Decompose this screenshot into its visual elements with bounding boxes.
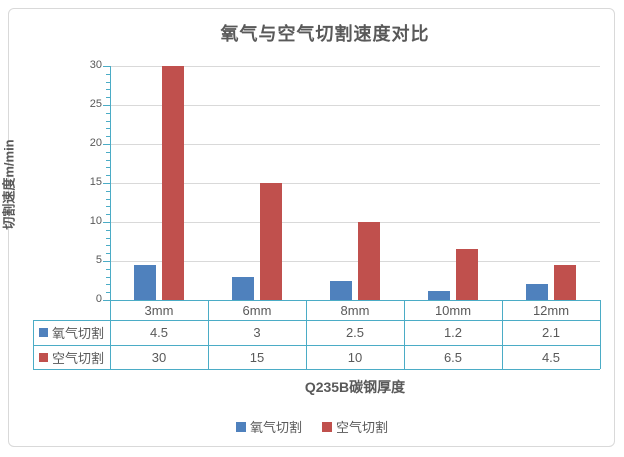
table-category-cell: 6mm — [242, 302, 272, 318]
table-v-line — [208, 300, 209, 369]
y-major-tick — [103, 144, 110, 145]
table-value-cell: 1.2 — [443, 325, 463, 340]
y-minor-tick — [106, 276, 110, 278]
plot-area — [110, 66, 600, 300]
bar-空气切割-8mm — [358, 222, 380, 300]
table-v-line — [33, 320, 34, 369]
table-v-line — [600, 300, 601, 369]
y-minor-tick — [106, 89, 110, 91]
table-category-cell: 12mm — [532, 302, 570, 318]
y-minor-tick — [106, 245, 110, 247]
y-minor-tick — [106, 128, 110, 130]
table-value-cell: 6.5 — [443, 349, 463, 365]
table-value-cell: 2.1 — [541, 325, 561, 340]
y-major-tick — [103, 261, 110, 262]
gridline — [110, 105, 600, 106]
bar-空气切割-10mm — [456, 249, 478, 300]
y-minor-tick — [106, 151, 110, 153]
y-major-tick — [103, 66, 110, 67]
y-major-tick — [103, 300, 110, 301]
table-value-cell: 4.5 — [541, 349, 561, 365]
y-tick-label: 25 — [89, 98, 102, 110]
table-value-cell: 3 — [253, 325, 261, 340]
y-major-tick — [103, 183, 110, 184]
y-minor-tick — [106, 237, 110, 239]
y-minor-tick — [106, 268, 110, 270]
legend-swatch — [322, 421, 332, 432]
table-h-line — [33, 345, 600, 346]
table-v-line — [306, 300, 307, 369]
series-swatch — [38, 352, 48, 362]
y-minor-tick — [106, 73, 110, 75]
table-v-line — [502, 300, 503, 369]
y-minor-tick — [106, 120, 110, 122]
legend: 氧气切割 空气切割 — [0, 417, 624, 436]
table-series-label: 空气切割 — [33, 345, 110, 369]
chart-title: 氧气与空气切割速度对比 — [220, 24, 430, 44]
table-value-cell: 15 — [249, 349, 265, 365]
y-minor-tick — [106, 190, 110, 192]
gridline — [110, 66, 600, 67]
y-minor-tick — [106, 175, 110, 177]
table-category-cell: 3mm — [144, 302, 174, 318]
y-minor-tick — [106, 81, 110, 83]
table-category-cell: 10mm — [434, 302, 472, 318]
table-category-cell: 8mm — [340, 302, 370, 318]
y-tick-label: 10 — [89, 215, 102, 227]
series-swatch — [38, 328, 48, 337]
y-major-tick — [103, 222, 110, 223]
y-minor-tick — [106, 292, 110, 294]
table-value-cell: 30 — [151, 349, 167, 365]
legend-item: 氧气切割 — [235, 417, 302, 436]
y-minor-tick — [106, 167, 110, 169]
y-minor-tick — [106, 206, 110, 208]
y-minor-tick — [106, 97, 110, 99]
bar-空气切割-6mm — [260, 183, 282, 300]
y-tick-label: 0 — [95, 293, 102, 305]
y-minor-tick — [106, 284, 110, 286]
y-tick-label: 30 — [89, 59, 102, 71]
bar-氧气切割-8mm — [330, 280, 352, 300]
y-minor-tick — [106, 214, 110, 216]
series-name: 氧气切割 — [51, 326, 104, 341]
series-name: 空气切割 — [51, 350, 104, 366]
table-h-line — [33, 369, 600, 370]
y-tick-label: 5 — [95, 254, 102, 266]
y-minor-tick — [106, 159, 110, 161]
table-v-line — [404, 300, 405, 369]
table-value-cell: 2.5 — [345, 325, 365, 340]
y-tick-label: 20 — [89, 137, 102, 149]
y-minor-tick — [106, 112, 110, 114]
table-value-cell: 4.5 — [149, 325, 169, 340]
x-axis-title: Q235B碳钢厚度 — [304, 379, 406, 395]
x-axis-line — [110, 300, 600, 301]
gridline — [110, 261, 600, 262]
bar-空气切割-3mm — [162, 66, 184, 300]
gridline — [110, 183, 600, 184]
y-tick-label: 15 — [89, 176, 102, 188]
table-h-line — [33, 320, 600, 321]
chart-frame — [8, 8, 615, 447]
bar-空气切割-12mm — [554, 264, 576, 300]
y-minor-tick — [106, 136, 110, 138]
bar-氧气切割-3mm — [134, 264, 156, 300]
y-axis-line — [110, 66, 111, 369]
bar-氧气切割-10mm — [428, 290, 450, 300]
y-minor-tick — [106, 229, 110, 231]
bar-氧气切割-12mm — [526, 283, 548, 300]
legend-item: 空气切割 — [322, 417, 388, 436]
gridline — [110, 144, 600, 145]
legend-label: 氧气切割 — [249, 420, 302, 435]
legend-label: 空气切割 — [336, 420, 389, 435]
table-series-label: 氧气切割 — [33, 320, 110, 345]
table-value-cell: 10 — [347, 349, 363, 365]
y-major-tick — [103, 105, 110, 106]
y-axis-title: 切割速度m/min — [1, 139, 17, 230]
legend-swatch — [235, 421, 246, 432]
bar-氧气切割-6mm — [232, 276, 254, 300]
y-minor-tick — [106, 198, 110, 200]
y-minor-tick — [106, 253, 110, 255]
gridline — [110, 222, 600, 223]
